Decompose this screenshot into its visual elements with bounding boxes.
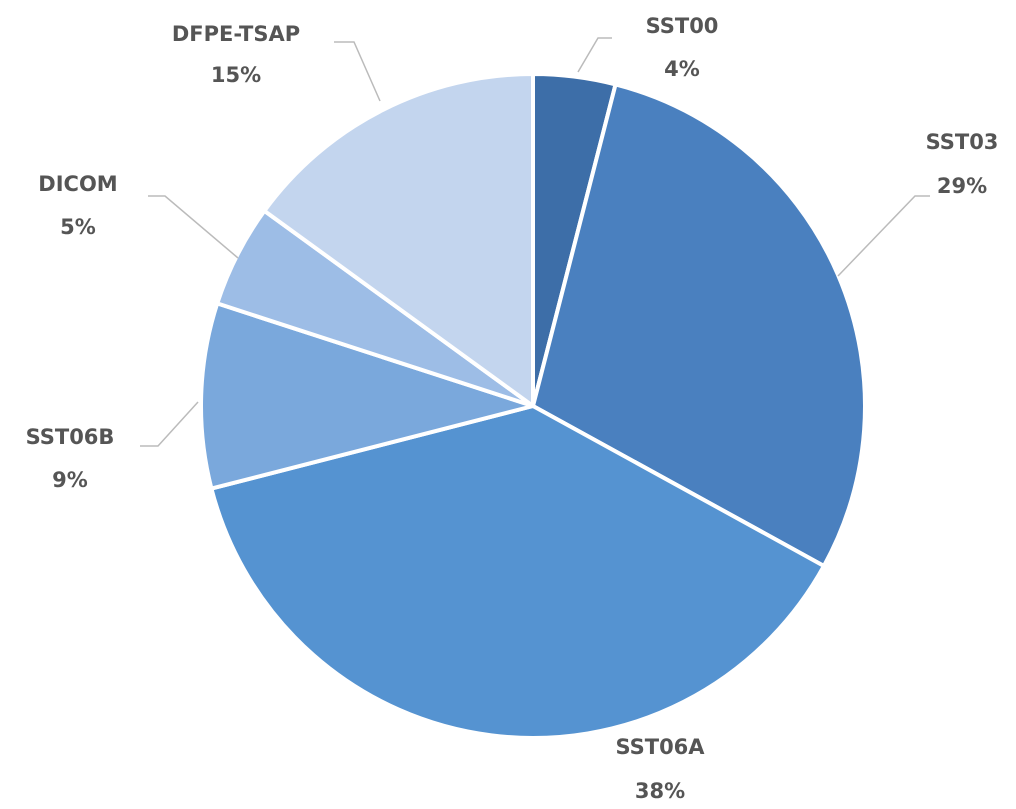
slice-value-label: 5% — [60, 215, 96, 239]
slice-label: DICOM — [38, 172, 117, 196]
slice-label: SST00 — [646, 14, 719, 38]
leader-line — [837, 195, 930, 277]
slice-label: SST03 — [926, 130, 999, 154]
pie-slice — [199, 301, 535, 491]
slice-label: DFPE-TSAP — [172, 22, 300, 46]
leader-line — [334, 41, 381, 102]
pie-slice — [531, 82, 867, 568]
pie-slice — [209, 404, 826, 740]
leader-line — [140, 401, 199, 447]
slice-value-label: 38% — [635, 779, 685, 803]
slice-value-label: 4% — [664, 57, 700, 81]
leader-line — [148, 195, 239, 259]
slice-label: SST06B — [26, 425, 115, 449]
leader-line — [577, 37, 612, 73]
slice-value-label: 15% — [211, 63, 261, 87]
slice-value-label: 29% — [937, 174, 987, 198]
pie-slice — [262, 72, 535, 408]
slice-value-label: 9% — [52, 468, 88, 492]
slice-label: SST06A — [615, 735, 705, 759]
